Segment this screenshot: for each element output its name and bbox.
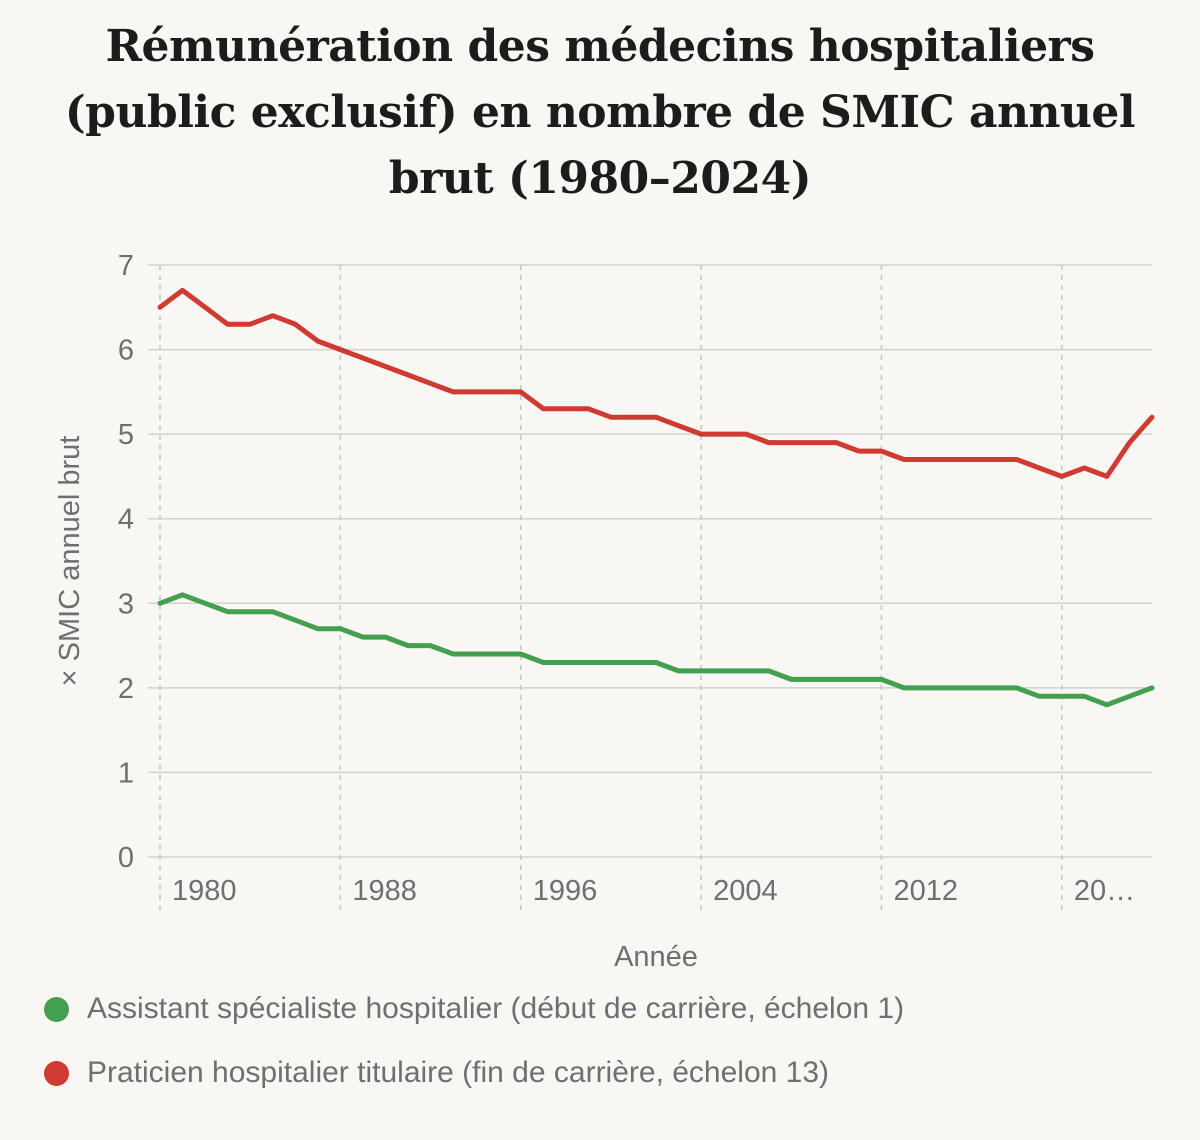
x-tick-label: 2004 xyxy=(713,875,778,907)
y-tick-label: 5 xyxy=(118,419,134,451)
y-tick-label: 7 xyxy=(118,250,134,282)
y-tick-label: 0 xyxy=(118,842,134,874)
y-tick-label: 6 xyxy=(118,335,134,367)
x-tick-label: 1980 xyxy=(172,875,237,907)
y-axis-title: × SMIC annuel brut xyxy=(54,436,86,687)
vertical-gridlines xyxy=(159,265,1063,912)
y-axis-ticks: 0 1 2 3 4 5 6 7 xyxy=(118,250,134,874)
line-chart: 0 1 2 3 4 5 6 7 1980 1988 1996 2004 2012 20… × SMIC … xyxy=(54,250,1155,973)
y-tick-label: 1 xyxy=(118,757,134,789)
y-tick-label: 4 xyxy=(118,504,134,536)
legend-dot-red xyxy=(44,1060,69,1086)
series-line-1 xyxy=(157,592,1155,708)
chart-title: Rémunération des médecins hospitaliers (… xyxy=(64,21,1136,204)
horizontal-gridlines xyxy=(148,264,1152,858)
x-axis-ticks: 1980 1988 1996 2004 2012 20… xyxy=(172,875,1135,907)
legend-item-praticien[interactable]: Praticien hospitalier titulaire (fin de … xyxy=(44,1050,1184,1096)
legend: Assistant spécialiste hospitalier (début… xyxy=(44,986,1184,1114)
y-tick-label: 2 xyxy=(118,673,134,705)
x-axis-title: Année xyxy=(614,941,698,973)
x-tick-label: 1996 xyxy=(533,875,598,907)
series-lines xyxy=(157,287,1155,708)
x-tick-label: 2012 xyxy=(893,875,958,907)
series-line-2 xyxy=(157,287,1155,479)
x-tick-label: 20… xyxy=(1074,875,1135,907)
legend-label: Praticien hospitalier titulaire (fin de … xyxy=(87,1056,830,1089)
legend-label: Assistant spécialiste hospitalier (début… xyxy=(87,992,905,1025)
legend-dot-green xyxy=(44,996,69,1022)
x-tick-label: 1988 xyxy=(352,875,417,907)
legend-item-assistant[interactable]: Assistant spécialiste hospitalier (début… xyxy=(44,986,1184,1032)
y-tick-label: 3 xyxy=(118,588,134,620)
